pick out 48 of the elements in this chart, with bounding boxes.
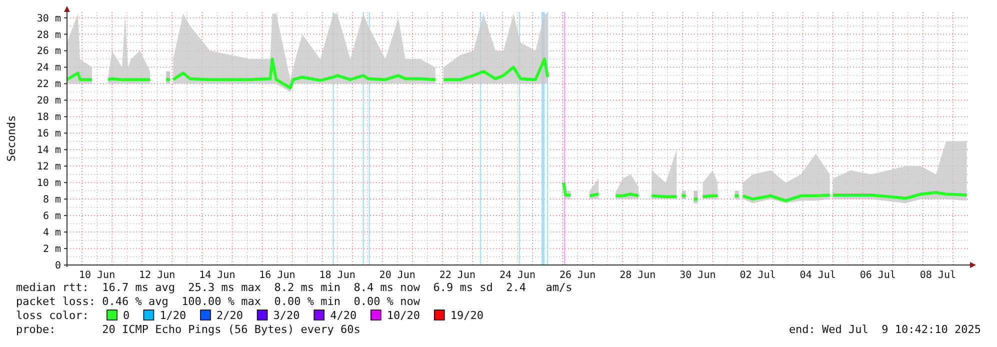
x-tick-label: 22 Jun	[439, 270, 476, 281]
legend-label: 1/20	[160, 309, 186, 322]
y-tick-label: 28 m	[36, 30, 61, 41]
legend-title: loss color:	[16, 309, 89, 322]
legend-label: 10/20	[386, 309, 420, 322]
y-tick-label: 30 m	[36, 13, 61, 24]
x-tick-label: 16 Jun	[259, 270, 296, 281]
y-tick-label: 24 m	[36, 62, 61, 74]
y-tick-label: 18 m	[36, 112, 61, 124]
x-tick-label: 04 Jul	[800, 270, 836, 281]
point	[166, 78, 170, 82]
y-tick-label: 4 m	[42, 228, 61, 239]
x-tick-label: 26 Jun	[560, 270, 596, 281]
y-tick-label: 26 m	[36, 46, 61, 58]
y-tick-label: 14 m	[36, 145, 61, 156]
x-tick-label: 30 Jun	[680, 270, 716, 281]
text: median rtt: 16.7 ms avg 25.3 ms max 8.2 ms min 8.4 ms now 6.9 ms sd 2.4 am/s	[16, 281, 572, 294]
y-axis-title: Seconds	[5, 115, 18, 162]
y-tick-label: 0	[54, 260, 61, 272]
x-tick-label: 24 Jun	[499, 270, 536, 281]
y-tick-label: 10 m	[36, 178, 61, 190]
y-tick-label: 6 m	[42, 211, 61, 222]
text: probe: 20 ICMP Echo Pings (56 Bytes) every 60s	[16, 323, 360, 336]
legend-label: 4/20	[330, 309, 357, 322]
x-tick-label: 12 Jun	[139, 270, 176, 281]
x-tick-label: 10 Jun	[78, 270, 116, 281]
x-tick-label: 02 Jul	[740, 270, 776, 281]
point	[694, 198, 698, 201]
x-tick-label: 08 Jul	[920, 270, 956, 281]
legend-label: 3/20	[273, 309, 300, 322]
legend-label: 19/20	[450, 309, 484, 322]
x-tick-label: 06 Jul	[860, 270, 896, 281]
x-tick-label: 14 Jun	[199, 270, 236, 281]
y-tick-label: 8 m	[42, 194, 61, 206]
y-tick-label: 22 m	[36, 79, 61, 90]
legend-label: 0	[123, 309, 130, 322]
y-tick-label: 12 m	[36, 162, 61, 173]
y-tick-label: 2 m	[42, 244, 61, 256]
point	[734, 194, 739, 198]
legend-label: 2/20	[216, 309, 243, 322]
x-tick-label: 28 Jun	[620, 270, 656, 281]
x-tick-label: 20 Jun	[379, 270, 416, 281]
point	[682, 194, 686, 198]
x-tick-label: 18 Jun	[319, 270, 356, 281]
y-tick-label: 16 m	[36, 128, 61, 140]
y-tick-label: 20 m	[36, 96, 61, 107]
text: packet loss: 0.46 % avg 100.00 % max 0.00 % min 0.00 % now	[16, 295, 420, 308]
text: end: Wed Jul 9 10:42:10 2025	[788, 323, 981, 336]
